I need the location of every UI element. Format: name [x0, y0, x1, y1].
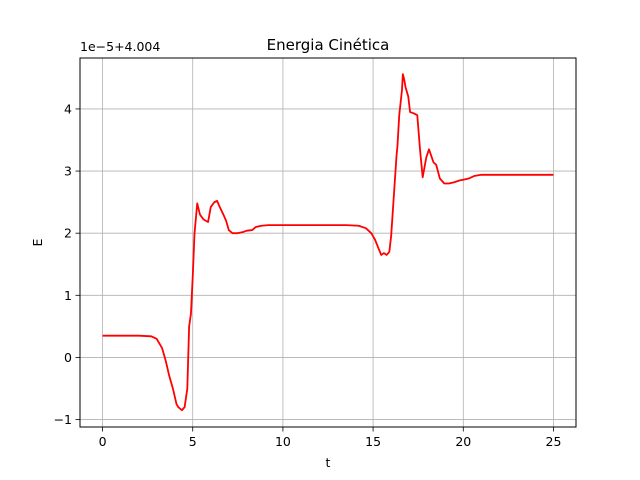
y-tick-label: 3	[64, 164, 72, 179]
x-axis-ticks: 0 5 10 15 20 25	[99, 427, 562, 449]
series-line	[102, 73, 554, 412]
y-axis-label: E	[30, 238, 45, 246]
plot-frame	[79, 57, 577, 428]
x-tick-label: 5	[189, 434, 197, 449]
x-tick-label: 15	[365, 434, 381, 449]
series-layer	[102, 73, 554, 412]
y-axis-ticks: −1 0 1 2 3 4	[54, 101, 80, 427]
x-tick-label: 20	[455, 434, 471, 449]
y-tick-label: 4	[64, 101, 72, 116]
chart-title: Energia Cinética	[267, 36, 390, 54]
x-tick-label: 10	[275, 434, 291, 449]
grid-lines	[80, 58, 576, 427]
y-tick-label: 1	[64, 288, 72, 303]
y-tick-label: −1	[54, 412, 72, 427]
y-axis-offset-label: 1e−5+4.004	[80, 39, 160, 54]
x-tick-label: 25	[546, 434, 562, 449]
x-tick-label: 0	[99, 434, 107, 449]
y-tick-label: 0	[64, 350, 72, 365]
x-axis-label: t	[326, 455, 331, 470]
y-tick-label: 2	[64, 226, 72, 241]
